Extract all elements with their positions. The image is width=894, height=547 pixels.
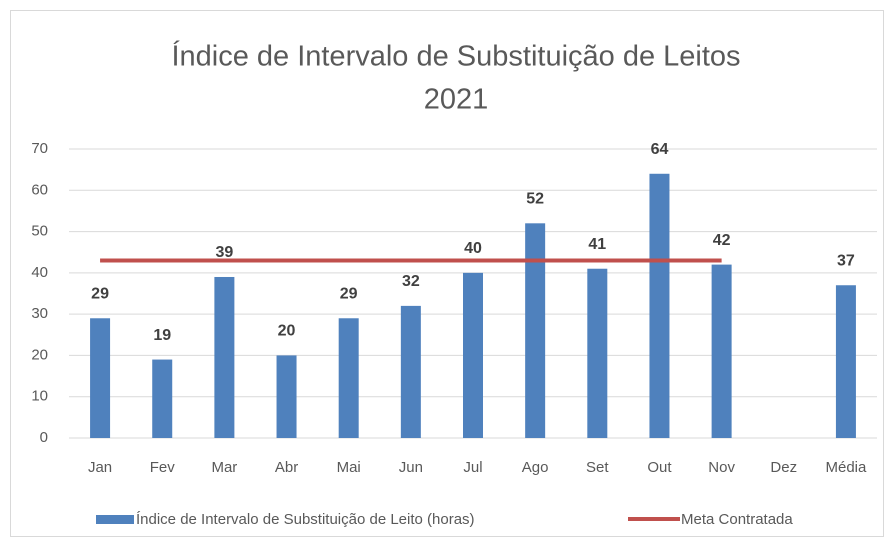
data-label: 32 xyxy=(402,273,420,290)
y-tick-label: 40 xyxy=(31,264,48,281)
data-label: 37 xyxy=(837,252,855,269)
bar xyxy=(214,276,235,438)
data-label: 39 xyxy=(215,244,233,261)
bar xyxy=(338,318,359,438)
bar xyxy=(463,272,483,438)
bar xyxy=(276,355,297,438)
data-label: 42 xyxy=(713,232,731,249)
data-label: 40 xyxy=(464,240,482,257)
x-tick-label: Ago xyxy=(522,459,549,476)
y-tick-label: 60 xyxy=(31,181,48,198)
x-tick-label: Mar xyxy=(211,459,237,476)
x-tick-label: Set xyxy=(586,459,609,476)
x-tick-label: Média xyxy=(825,459,867,476)
data-label: 29 xyxy=(340,285,358,302)
bar xyxy=(152,359,173,438)
bar xyxy=(711,264,732,438)
y-tick-label: 50 xyxy=(31,223,48,240)
chart-title: Índice de Intervalo de Substituição de L… xyxy=(171,40,740,73)
x-tick-label: Out xyxy=(647,459,672,476)
y-tick-label: 10 xyxy=(31,388,48,405)
y-tick-label: 70 xyxy=(31,140,48,157)
x-tick-label: Jan xyxy=(88,459,112,476)
data-label: 19 xyxy=(153,327,171,344)
y-tick-label: 0 xyxy=(40,429,48,446)
data-label: 64 xyxy=(651,141,669,158)
chart-border xyxy=(10,10,884,537)
bar xyxy=(649,173,670,438)
legend-swatch xyxy=(96,515,134,524)
bar xyxy=(525,223,546,438)
bar xyxy=(400,305,421,438)
x-tick-label: Jun xyxy=(399,459,423,476)
y-tick-label: 30 xyxy=(31,305,48,322)
bar xyxy=(587,268,608,438)
data-label: 41 xyxy=(588,236,606,253)
chart-title: 2021 xyxy=(424,84,489,116)
legend-label: Índice de Intervalo de Substituição de L… xyxy=(136,511,475,528)
data-label: 20 xyxy=(278,323,296,340)
x-tick-label: Abr xyxy=(275,459,298,476)
data-label: 52 xyxy=(526,191,544,208)
data-label: 29 xyxy=(91,285,109,302)
bar xyxy=(90,318,111,438)
legend-label: Meta Contratada xyxy=(681,511,793,528)
y-tick-label: 20 xyxy=(31,346,48,363)
x-tick-label: Nov xyxy=(708,459,735,476)
x-tick-label: Dez xyxy=(770,459,797,476)
x-tick-label: Fev xyxy=(150,459,176,476)
x-tick-label: Mai xyxy=(337,459,361,476)
x-tick-label: Jul xyxy=(463,459,482,476)
bar xyxy=(835,285,856,438)
